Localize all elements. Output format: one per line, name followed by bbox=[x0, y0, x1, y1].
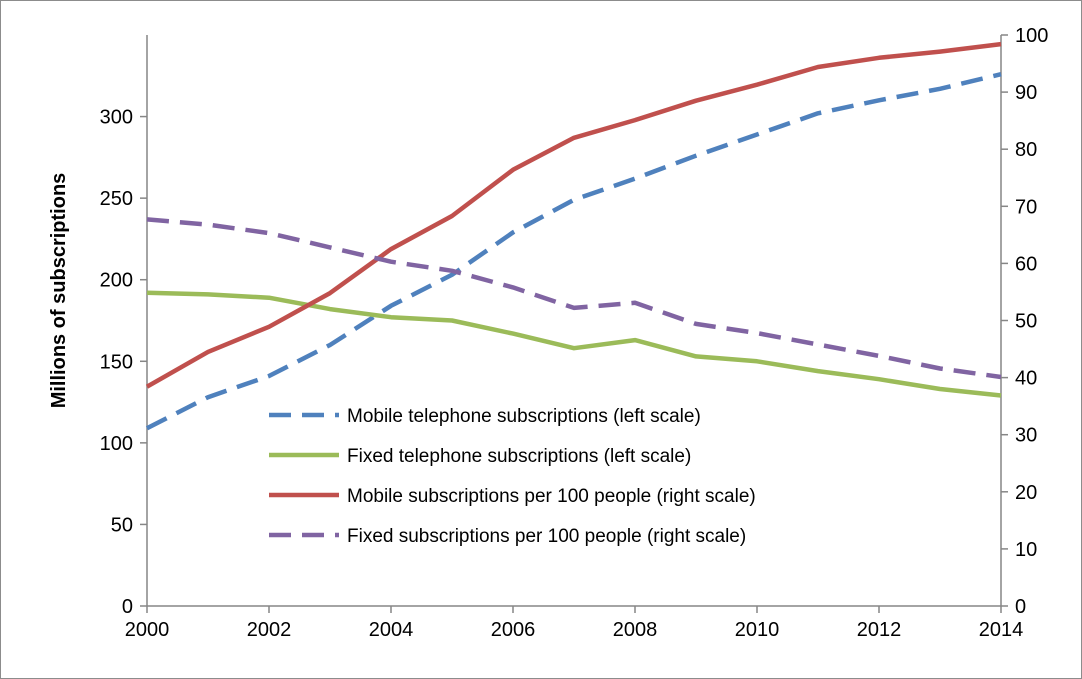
axes bbox=[146, 35, 1002, 607]
right-tick-label: 30 bbox=[1015, 425, 1037, 447]
x-axis-ticks: 2000 2002 2004 2006 2008 2010 2012 2014 bbox=[125, 606, 1024, 641]
left-tick-label: 0 bbox=[122, 596, 133, 618]
legend-label-4: Fixed subscriptions per 100 people (righ… bbox=[347, 526, 746, 547]
right-tick-label: 0 bbox=[1015, 596, 1026, 618]
legend-label-3: Mobile subscriptions per 100 people (rig… bbox=[347, 486, 756, 507]
x-tick-label: 2004 bbox=[369, 619, 414, 641]
left-tick-label: 250 bbox=[100, 188, 133, 210]
series-line-1 bbox=[145, 72, 1002, 431]
right-tick-label: 90 bbox=[1015, 82, 1037, 104]
left-tick-label: 50 bbox=[111, 514, 133, 536]
right-tick-label: 70 bbox=[1015, 196, 1037, 218]
series-line-2 bbox=[146, 290, 1002, 398]
x-tick-label: 2002 bbox=[247, 619, 292, 641]
x-tick-label: 2010 bbox=[735, 619, 780, 641]
x-tick-label: 2008 bbox=[613, 619, 658, 641]
left-axis-title: Millions of subscriptions bbox=[48, 173, 70, 409]
legend-label-2: Fixed telephone subscriptions (left scal… bbox=[347, 446, 691, 467]
series-line-4 bbox=[146, 217, 1002, 380]
left-tick-label: 200 bbox=[100, 270, 133, 292]
right-tick-label: 20 bbox=[1015, 482, 1037, 504]
x-tick-label: 2014 bbox=[979, 619, 1024, 641]
x-tick-label: 2012 bbox=[857, 619, 902, 641]
right-tick-label: 50 bbox=[1015, 311, 1037, 333]
legend-label-1: Mobile telephone subscriptions (left sca… bbox=[347, 406, 701, 427]
right-tick-label: 40 bbox=[1015, 368, 1037, 390]
series-layer bbox=[145, 41, 1002, 431]
x-tick-label: 2000 bbox=[125, 619, 170, 641]
right-axis-ticks: 0 10 20 30 40 50 60 70 80 90 100 bbox=[1001, 25, 1048, 618]
left-tick-label: 100 bbox=[100, 433, 133, 455]
right-tick-label: 60 bbox=[1015, 253, 1037, 275]
legend: Mobile telephone subscriptions (left sca… bbox=[269, 406, 756, 547]
series-line-3 bbox=[145, 41, 1002, 389]
right-tick-label: 100 bbox=[1015, 25, 1048, 47]
right-tick-label: 80 bbox=[1015, 139, 1037, 161]
left-tick-label: 150 bbox=[100, 351, 133, 373]
right-tick-label: 10 bbox=[1015, 539, 1037, 561]
left-axis-ticks: 0 50 100 150 200 250 300 bbox=[100, 107, 147, 618]
x-tick-label: 2006 bbox=[491, 619, 536, 641]
left-tick-label: 300 bbox=[100, 107, 133, 129]
